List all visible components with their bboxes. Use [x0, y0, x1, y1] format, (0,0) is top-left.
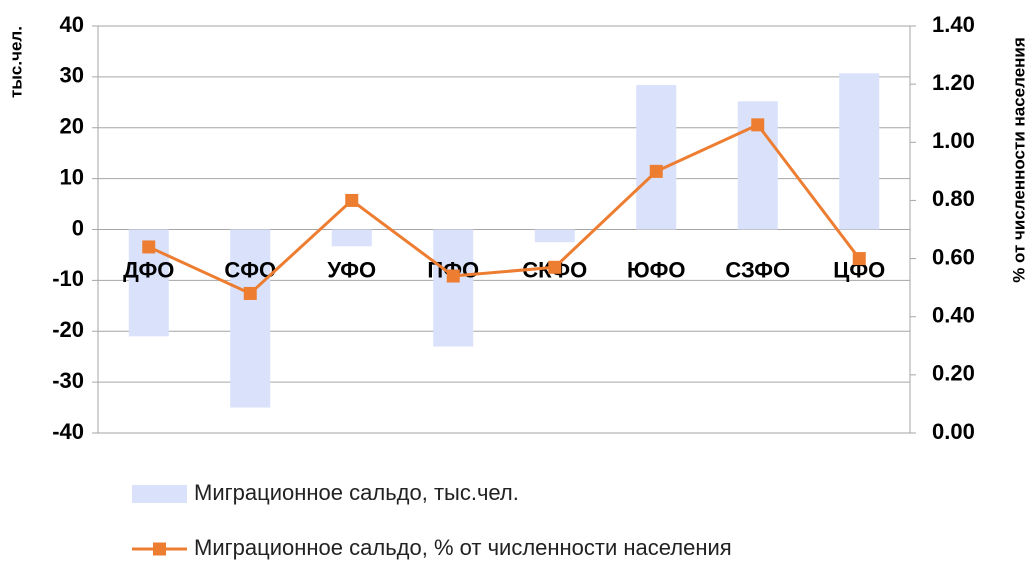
marker — [649, 164, 663, 178]
y-tick-label: -30 — [52, 368, 84, 393]
marker — [751, 118, 765, 132]
bar — [433, 229, 474, 347]
y2-tick-label: 0.00 — [932, 419, 975, 444]
y-tick-label: 40 — [60, 12, 84, 37]
marker — [446, 269, 460, 283]
marker — [142, 240, 156, 254]
bar — [331, 229, 372, 247]
x-tick-label: ДФО — [123, 257, 174, 282]
y-tick-label: -20 — [52, 317, 84, 342]
y-axis-title: тыс.чел. — [6, 26, 25, 98]
bar — [636, 85, 677, 230]
y-tick-label: 0 — [72, 215, 84, 240]
legend-swatch — [132, 485, 187, 503]
y2-tick-label: 1.40 — [932, 12, 975, 37]
line — [148, 122, 861, 296]
marker — [345, 193, 359, 207]
legend-swatch — [153, 542, 166, 556]
x-tick-label: ЮФО — [627, 257, 686, 282]
y2-tick-label: 0.20 — [932, 361, 975, 386]
marker — [548, 260, 562, 274]
marker — [852, 252, 866, 266]
bar — [230, 229, 271, 408]
y-tick-label: 10 — [60, 164, 84, 189]
x-tick-label: УФО — [327, 257, 376, 282]
y2-tick-label: 0.60 — [932, 244, 975, 269]
y-tick-label: 20 — [60, 114, 84, 139]
marker — [243, 286, 257, 300]
y-tick-label: 30 — [60, 63, 84, 88]
y-tick-label: -10 — [52, 266, 84, 291]
bar — [534, 229, 575, 243]
legend-label: Миграционное сальдо, тыс.чел. — [194, 480, 519, 505]
x-tick-label: СЗФО — [725, 257, 790, 282]
y2-tick-label: 1.20 — [932, 70, 975, 95]
y2-tick-label: 0.40 — [932, 303, 975, 328]
bar — [839, 73, 880, 230]
y2-tick-label: 0.80 — [932, 186, 975, 211]
legend-label: Миграционное сальдо, % от численности на… — [194, 535, 732, 560]
y2-axis-title: % от численности населения — [1009, 37, 1028, 283]
y2-tick-label: 1.00 — [932, 128, 975, 153]
y-tick-label: -40 — [52, 419, 84, 444]
